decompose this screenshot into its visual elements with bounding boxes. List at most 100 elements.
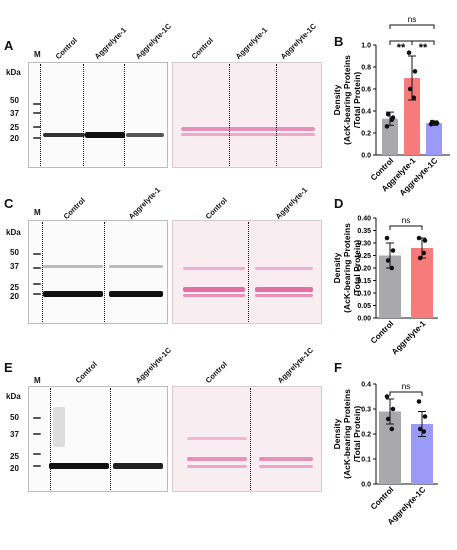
data-point	[433, 120, 439, 126]
lane-divider	[104, 222, 105, 322]
data-point	[407, 86, 413, 92]
lane-divider	[124, 64, 125, 166]
bar	[411, 424, 433, 484]
data-point	[385, 258, 391, 263]
lane-divider	[50, 388, 51, 490]
bar	[411, 248, 433, 318]
ponceau-band	[183, 294, 245, 297]
kda-label: kDa	[6, 68, 21, 77]
significance-label: ns	[402, 216, 410, 225]
panel-letter-e: E	[4, 360, 13, 375]
significance-label: **	[397, 42, 406, 54]
ponceau-stain-image	[172, 220, 322, 324]
data-point	[389, 265, 395, 271]
y-tick-label: 0.0	[361, 482, 371, 489]
ponceau-band	[183, 267, 245, 270]
ponceau-band	[255, 267, 313, 270]
y-tick-label: 0.4	[361, 382, 371, 389]
mw-label: 50	[10, 96, 19, 105]
ladder-band	[33, 112, 41, 114]
data-point	[385, 416, 391, 422]
bar	[426, 123, 442, 155]
data-point	[416, 399, 422, 404]
panel-letter-c: C	[4, 196, 14, 211]
data-point	[429, 119, 435, 125]
significance-bracket	[389, 225, 423, 230]
significance-label: ns	[402, 382, 410, 391]
ponceau-band	[259, 465, 313, 468]
blot-band	[109, 291, 163, 297]
x-tick-label: Control	[369, 485, 395, 511]
y-tick-label: 0.2	[361, 432, 371, 439]
bar	[379, 255, 401, 318]
ponceau-band	[181, 127, 315, 131]
significance-bracket	[411, 40, 435, 45]
data-point	[389, 117, 395, 123]
ponceau-band	[183, 287, 245, 292]
data-point	[385, 112, 391, 117]
data-point	[384, 124, 390, 129]
blot-band	[109, 265, 163, 268]
significance-label: ns	[408, 15, 416, 24]
lane-divider	[40, 64, 41, 166]
mw-label: 37	[10, 430, 19, 439]
ponceau-band	[255, 294, 313, 297]
data-point	[422, 414, 428, 419]
y-axis-label: Density	[332, 418, 342, 449]
data-point	[390, 248, 396, 253]
y-tick-label: 1.0	[361, 43, 371, 50]
blot-band	[49, 463, 109, 469]
blot-band	[43, 133, 85, 137]
mw-label: 25	[10, 283, 19, 292]
data-point	[422, 238, 428, 243]
marker-label: M	[34, 376, 41, 385]
data-point	[417, 255, 423, 261]
ponceau-band	[187, 465, 247, 468]
ponceau-band	[255, 287, 313, 292]
y-axis-label: /Total Protein)	[352, 72, 362, 129]
y-tick-label: 0.30	[357, 241, 371, 248]
ponceau-stain-image	[172, 62, 322, 168]
panel-letter-a: A	[4, 38, 14, 53]
y-axis-label: /Total Protein)	[352, 240, 362, 297]
blot-band	[43, 291, 103, 297]
blot-band	[53, 407, 65, 447]
data-point	[421, 250, 427, 256]
mw-label: 25	[10, 123, 19, 132]
panel-letter-f: F	[334, 360, 342, 375]
panel-letter-d: D	[334, 196, 344, 211]
y-tick-label: 0.15	[357, 278, 371, 285]
y-tick-label: 0.6	[361, 87, 371, 94]
lane-divider	[248, 222, 249, 322]
panel-letter-b: B	[334, 34, 344, 49]
ladder-band	[33, 465, 41, 467]
y-tick-label: 0.4	[361, 109, 371, 116]
ponceau-band	[187, 457, 247, 461]
ladder-band	[33, 433, 41, 435]
y-tick-label: 0.00	[357, 316, 371, 323]
western-blot-image	[28, 386, 168, 492]
lane-divider	[250, 388, 251, 490]
mw-label: 20	[10, 134, 19, 143]
data-point	[411, 95, 417, 101]
ladder-band	[33, 283, 41, 285]
y-axis-label: Density	[332, 252, 342, 283]
y-tick-label: 0.2	[361, 131, 371, 138]
marker-label: M	[34, 208, 41, 217]
blot-band	[85, 132, 125, 138]
y-tick-label: 0.1	[361, 457, 371, 464]
y-axis-label: Density	[332, 84, 342, 115]
blot-band	[126, 133, 164, 137]
mw-label: 25	[10, 452, 19, 461]
y-axis-label: (AcK-bearing Proteins	[342, 223, 352, 313]
y-tick-label: 0.25	[357, 253, 371, 260]
data-point	[390, 406, 396, 412]
data-point	[417, 426, 423, 432]
ladder-band	[33, 103, 41, 105]
y-tick-label: 0.3	[361, 407, 371, 414]
data-point	[421, 429, 427, 434]
lane-divider	[42, 222, 43, 322]
y-tick-label: 0.35	[357, 228, 371, 235]
lane-divider	[276, 64, 277, 166]
